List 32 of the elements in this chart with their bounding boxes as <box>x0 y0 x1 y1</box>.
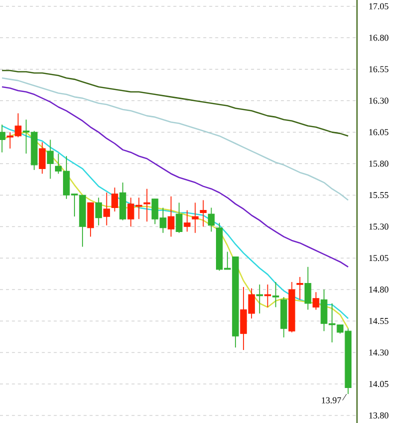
y-tick-label: 16.55 <box>369 66 388 72</box>
y-tick-label: 14.30 <box>369 349 388 356</box>
y-tick-label: 16.05 <box>369 129 388 136</box>
y-tick-label: 17.05 <box>369 3 388 10</box>
candlestick <box>192 202 199 234</box>
candlestick <box>0 124 6 153</box>
y-tick-label: 15.80 <box>369 160 388 167</box>
y-tick-label: 14.80 <box>369 286 388 293</box>
y-tick-label: 16.80 <box>369 34 388 41</box>
candlestick <box>200 200 207 228</box>
candlestick <box>272 282 280 308</box>
candlestick <box>184 210 191 232</box>
y-tick-label: 14.05 <box>369 380 388 388</box>
y-tick-label: 15.30 <box>369 224 388 230</box>
candlestick <box>176 202 182 234</box>
candlestick <box>304 266 312 310</box>
candlestick <box>38 142 46 174</box>
candlestick <box>296 276 304 300</box>
y-tick-label: 16.30 <box>369 98 388 104</box>
candlestick <box>46 139 54 180</box>
candlestick <box>208 207 215 232</box>
y-tick-label: 15.05 <box>369 255 388 262</box>
candlestick <box>111 187 118 212</box>
y-tick-label: 15.55 <box>369 192 388 198</box>
candlestick <box>144 188 150 222</box>
annotation: 13.97 <box>322 397 342 404</box>
candlestick <box>103 192 110 226</box>
y-tick-label: 14.55 <box>369 318 388 324</box>
candlestick <box>168 196 174 238</box>
y-tick-label: 13.80 <box>369 412 388 418</box>
candlestick <box>312 292 320 310</box>
candlestick <box>95 197 102 226</box>
